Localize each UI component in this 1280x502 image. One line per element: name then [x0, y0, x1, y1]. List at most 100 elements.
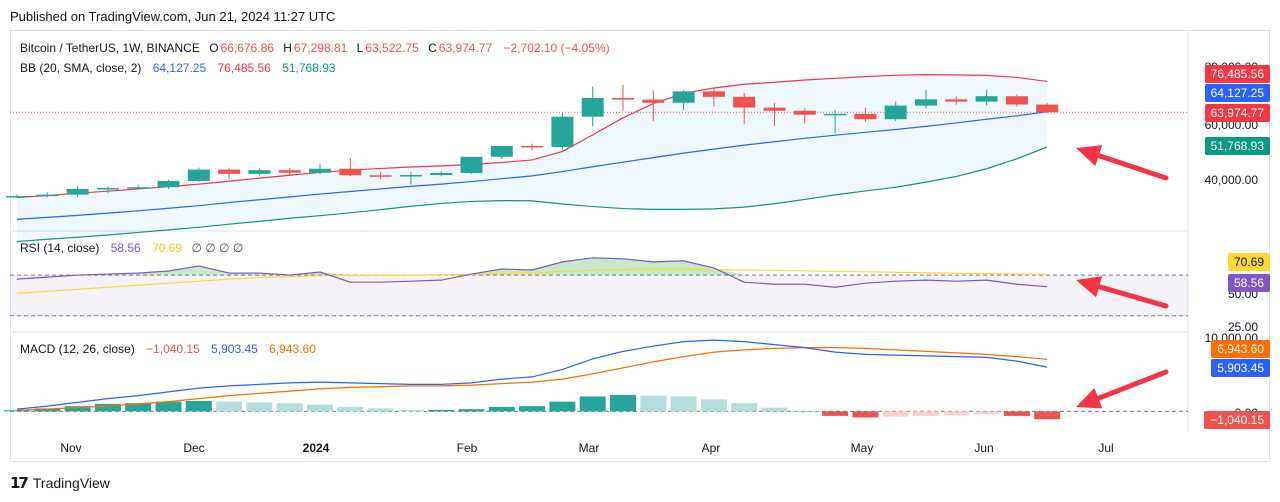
- macd-histogram-bar: [973, 411, 1000, 415]
- macd-histogram-bar: [185, 400, 212, 412]
- macd-histogram-bar: [34, 408, 61, 412]
- candle-body: [127, 187, 150, 189]
- low-value: 63,522.75: [365, 41, 419, 55]
- macd-histogram-bar: [458, 409, 485, 412]
- macd-histogram-bar: [94, 403, 121, 412]
- candle-body: [612, 97, 634, 100]
- macd-hist-value: −1,040.15: [146, 342, 200, 356]
- rsi-overbought-fill: [17, 257, 1048, 276]
- rsi-name: RSI (14, close): [20, 241, 100, 255]
- rsi-value: 58.56: [110, 241, 141, 255]
- macd-histogram-bar: [761, 407, 788, 412]
- high-label: H: [283, 41, 292, 55]
- macd-histogram-bar: [579, 396, 606, 412]
- bb-basis-value: 64,127.25: [152, 61, 207, 75]
- candle-body: [157, 180, 180, 188]
- x-axis-tick-label: Apr: [702, 441, 721, 455]
- candle-body: [975, 96, 998, 102]
- candle-body: [1036, 104, 1059, 113]
- macd-value: 5,903.45: [211, 342, 258, 356]
- rsi-ma-line: [16, 268, 1048, 294]
- candle-body: [218, 169, 241, 174]
- candle-body: [1005, 96, 1028, 105]
- macd-histogram-bar: [1034, 411, 1061, 420]
- main-legend: Bitcoin / TetherUS, 1W, BINANCE O 66,676.…: [20, 41, 612, 55]
- macd-hist-tag: −1,040.15: [1204, 411, 1270, 429]
- candle-body: [824, 113, 847, 116]
- bb-lower-line: [16, 146, 1048, 243]
- rsi-axis-label: 25.00: [1227, 320, 1258, 334]
- bb-upper-value: 76,485.56: [217, 61, 271, 75]
- annotation-arrow-macd-head: [1076, 388, 1103, 409]
- macd-histogram-bar: [822, 411, 849, 416]
- candle-body: [430, 173, 453, 175]
- macd-histogram-bar: [367, 408, 394, 412]
- candle-body: [763, 107, 786, 111]
- macd-histogram-bar: [519, 406, 546, 412]
- candle-body: [309, 168, 331, 173]
- macd-histogram-bar: [216, 401, 243, 412]
- high-value: 67,298.81: [293, 41, 348, 55]
- rsi-band-background: [10, 275, 1188, 316]
- macd-histogram-bar: [155, 401, 182, 412]
- rsi-tag: 58.56: [1227, 274, 1270, 292]
- macd-histogram-bar: [64, 406, 91, 412]
- annotation-arrow-macd-shaft: [1095, 369, 1169, 401]
- candle-body: [278, 170, 301, 173]
- low-label: L: [356, 41, 364, 55]
- macd-histogram-bar: [276, 403, 303, 412]
- candle-body: [369, 175, 392, 177]
- candle-body: [793, 110, 816, 115]
- candle-body: [187, 169, 210, 181]
- candle-body: [66, 188, 89, 195]
- macd-histogram-bar: [549, 401, 576, 412]
- macd-histogram-bar: [913, 411, 939, 416]
- macd-histogram-bar: [852, 411, 879, 418]
- candle-body: [945, 99, 968, 102]
- bb-lower-value: 51,768.93: [282, 61, 336, 75]
- candle-body: [854, 113, 877, 120]
- x-axis-tick-label: May: [851, 441, 874, 455]
- rsi-ma-tag: 70.69: [1227, 253, 1270, 271]
- candle-body: [702, 91, 725, 97]
- x-axis-tick-label: Jul: [1098, 441, 1113, 455]
- x-axis-tick-label: Jun: [974, 441, 993, 455]
- chart-frame: [10, 30, 1270, 462]
- price-axis-label: 40,000.00: [1204, 173, 1258, 187]
- close-value: 63,974.77: [438, 41, 493, 55]
- candle-body: [399, 174, 422, 177]
- open-label: O: [209, 41, 219, 55]
- candle-body: [551, 116, 574, 148]
- macd-tag: 5,903.45: [1211, 359, 1270, 377]
- bb-basis-tag: 64,127.25: [1204, 84, 1270, 102]
- candle-body: [96, 188, 119, 190]
- x-axis-tick-label: 2024: [303, 441, 330, 455]
- bollinger-band-fill: [17, 74, 1048, 242]
- macd-histogram-bar: [1003, 411, 1030, 416]
- macd-signal-value: 6,943.60: [269, 342, 316, 356]
- annotation-arrow-rsi-head: [1076, 276, 1103, 298]
- macd-histogram-bar: [397, 409, 424, 412]
- macd-histogram-bar: [640, 395, 667, 412]
- candle-body: [460, 156, 483, 174]
- published-header: Published on TradingView.com, Jun 21, 20…: [10, 9, 336, 24]
- close-price-tag: 63,974.77: [1204, 104, 1270, 122]
- close-label: C: [428, 41, 437, 55]
- x-axis-tick-label: Nov: [60, 441, 81, 455]
- rsi-legend: RSI (14, close) 58.56 70.69 ∅ ∅ ∅ ∅: [20, 241, 245, 255]
- candle-body: [581, 97, 604, 117]
- x-axis-tick-label: Mar: [579, 441, 600, 455]
- macd-signal-tag: 6,943.60: [1211, 340, 1270, 358]
- macd-histogram-bar: [670, 396, 697, 412]
- macd-histogram-bar: [700, 399, 727, 412]
- macd-signal-line: [16, 347, 1048, 411]
- bb-name: BB (20, SMA, close, 2): [20, 61, 142, 75]
- bb-lower-tag: 51,768.93: [1204, 137, 1270, 155]
- rsi-line: [16, 257, 1048, 288]
- change-value: −2,702.10 (−4.05%): [503, 41, 610, 55]
- candle-body: [733, 96, 756, 108]
- candle-body: [248, 170, 271, 174]
- bb-upper-tag: 76,485.56: [1204, 65, 1270, 83]
- bb-legend: BB (20, SMA, close, 2) 64,127.25 76,485.…: [20, 61, 338, 75]
